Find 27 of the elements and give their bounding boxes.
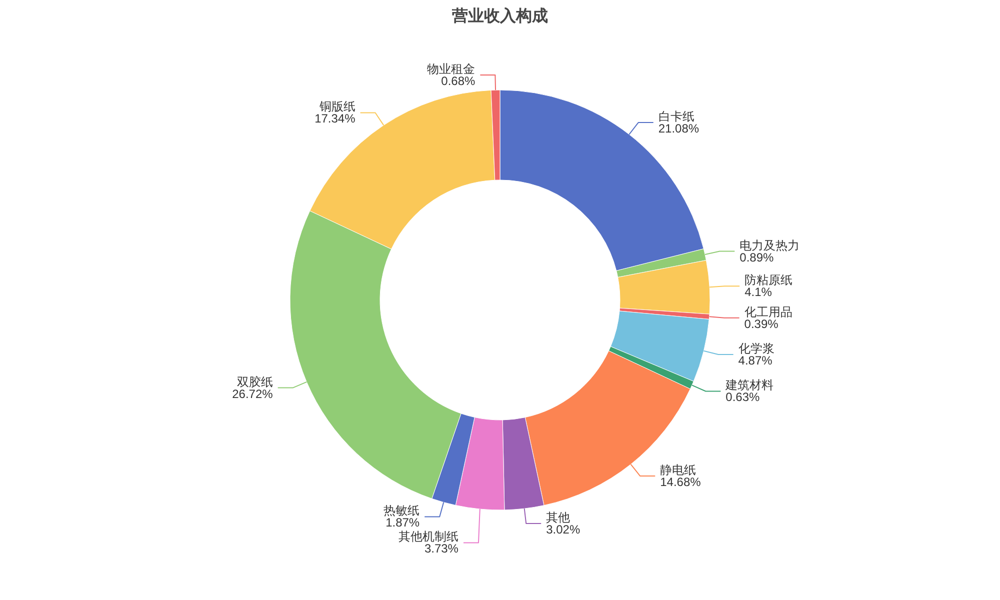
data-label: 0.68%: [441, 74, 476, 88]
data-label: 26.72%: [232, 386, 274, 401]
slice-label: 白卡纸: [658, 110, 694, 124]
slice-label: 物业租金: [427, 62, 476, 76]
slice-label: 电力及热力: [740, 238, 800, 252]
data-label: 0.63%: [726, 390, 760, 404]
slice-label: 静电纸: [660, 463, 696, 478]
data-label: 3.02%: [546, 522, 580, 536]
data-label: 14.68%: [660, 475, 702, 490]
data-label: 1.87%: [386, 516, 420, 530]
data-label: 4.1%: [744, 285, 772, 300]
slice-label: 其他机制纸: [398, 530, 458, 544]
slice-label: 防粘原纸: [744, 273, 793, 288]
chart-title: 营业收入构成: [451, 6, 548, 24]
data-label: 17.34%: [314, 112, 356, 126]
slice-label: 铜版纸: [318, 100, 356, 114]
slice-label: 化工用品: [744, 304, 792, 319]
slice-label: 化学浆: [738, 342, 774, 356]
slice-label: 其他: [546, 510, 570, 524]
data-label: 3.73%: [424, 542, 459, 556]
data-label: 21.08%: [658, 122, 700, 136]
data-label: 0.89%: [740, 250, 774, 264]
slice-label: 建筑材料: [724, 378, 774, 392]
data-label: 4.87%: [738, 354, 773, 368]
slice-label: 热敏纸: [384, 504, 420, 518]
slice-label: 双胶纸: [236, 374, 273, 389]
data-label: 0.39%: [744, 316, 779, 331]
